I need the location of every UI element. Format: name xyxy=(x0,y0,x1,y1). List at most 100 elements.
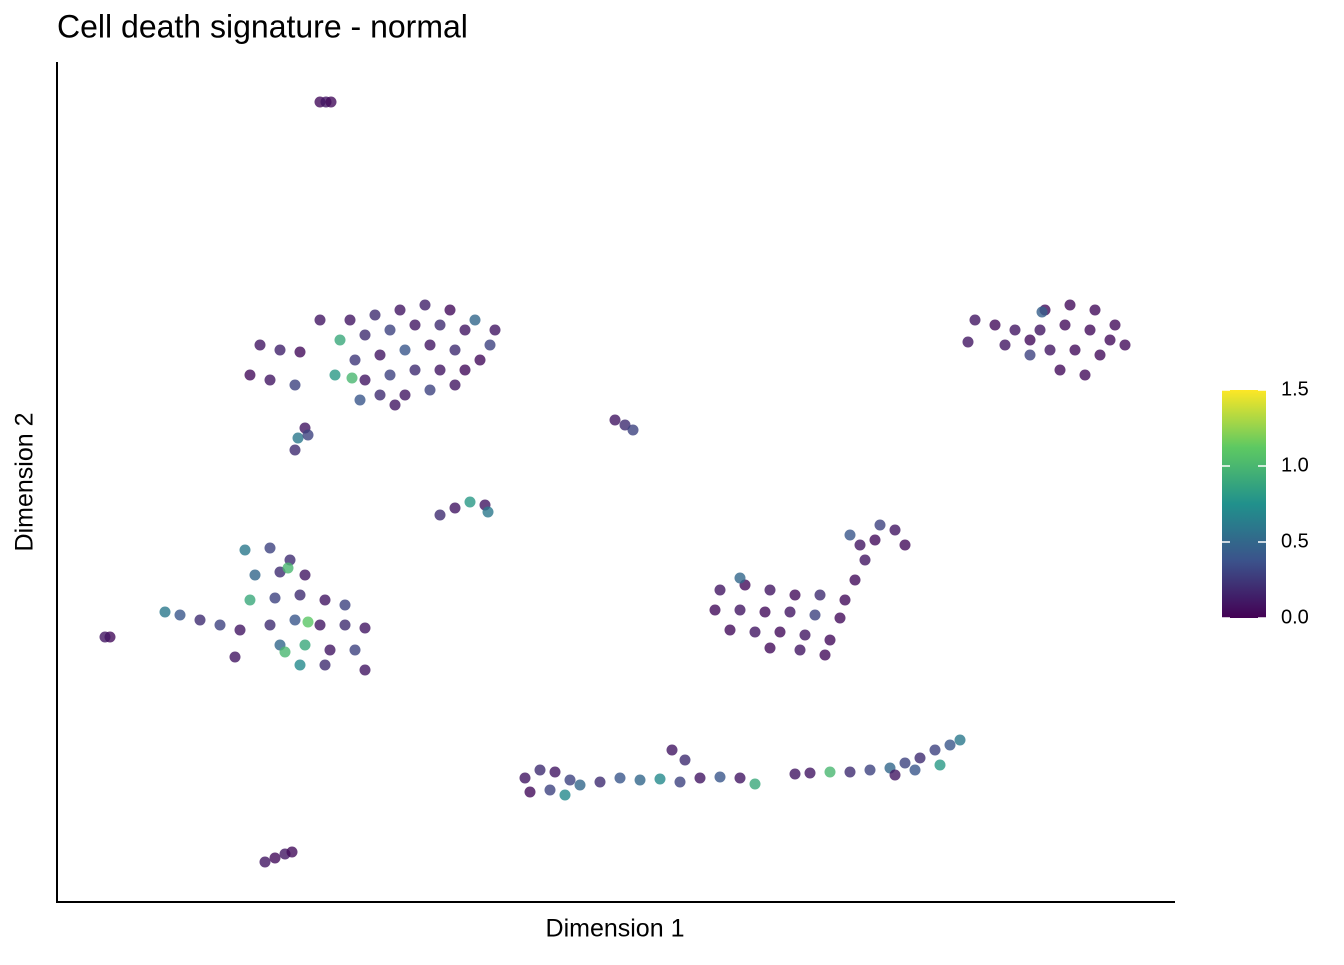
point xyxy=(349,354,361,366)
point xyxy=(319,659,331,671)
point xyxy=(534,764,546,776)
point xyxy=(709,604,721,616)
point xyxy=(289,614,301,626)
point xyxy=(159,606,171,618)
colorbar-tick-label: 0.5 xyxy=(1281,530,1309,552)
point xyxy=(1059,319,1071,331)
point xyxy=(1034,324,1046,336)
point xyxy=(469,314,481,326)
point xyxy=(234,624,246,636)
point xyxy=(1069,344,1081,356)
point xyxy=(1089,304,1101,316)
point xyxy=(289,379,301,391)
point xyxy=(449,502,461,514)
point xyxy=(874,519,886,531)
point xyxy=(344,314,356,326)
point xyxy=(194,614,206,626)
point xyxy=(325,96,337,108)
point xyxy=(789,589,801,601)
point xyxy=(239,544,251,556)
point xyxy=(399,344,411,356)
point xyxy=(679,754,691,766)
point xyxy=(1104,334,1116,346)
point xyxy=(489,324,501,336)
point xyxy=(1044,344,1056,356)
point xyxy=(1024,334,1036,346)
point xyxy=(627,424,639,436)
colorbar-tick-label: 1.0 xyxy=(1281,454,1309,476)
point xyxy=(384,369,396,381)
point xyxy=(962,336,974,348)
point xyxy=(349,644,361,656)
point xyxy=(694,772,706,784)
point xyxy=(394,304,406,316)
point xyxy=(434,509,446,521)
point xyxy=(302,616,314,628)
point xyxy=(834,612,846,624)
point xyxy=(264,542,276,554)
point xyxy=(269,852,281,864)
point xyxy=(449,344,461,356)
x-axis-label: Dimension 1 xyxy=(546,915,685,943)
point xyxy=(482,506,494,518)
point xyxy=(674,776,686,788)
point xyxy=(319,594,331,606)
colorbar-tick-label: 0.0 xyxy=(1281,606,1309,628)
point xyxy=(989,319,1001,331)
point xyxy=(749,626,761,638)
point xyxy=(899,539,911,551)
point xyxy=(449,379,461,391)
point xyxy=(99,631,111,643)
point xyxy=(244,594,256,606)
point xyxy=(714,771,726,783)
point xyxy=(824,766,836,778)
point xyxy=(799,629,811,641)
point xyxy=(359,329,371,341)
point xyxy=(609,414,621,426)
point xyxy=(969,314,981,326)
point xyxy=(389,399,401,411)
point xyxy=(844,529,856,541)
point xyxy=(464,496,476,508)
point xyxy=(274,344,286,356)
point xyxy=(544,784,556,796)
point xyxy=(944,739,956,751)
point xyxy=(774,626,786,638)
point xyxy=(264,619,276,631)
point xyxy=(794,644,806,656)
point xyxy=(474,354,486,366)
point xyxy=(314,314,326,326)
point xyxy=(1094,349,1106,361)
point xyxy=(634,774,646,786)
point xyxy=(999,339,1011,351)
point xyxy=(339,599,351,611)
point xyxy=(889,524,901,536)
point xyxy=(764,584,776,596)
point xyxy=(519,772,531,784)
point xyxy=(339,619,351,631)
point xyxy=(484,339,496,351)
point xyxy=(409,364,421,376)
point xyxy=(294,589,306,601)
point xyxy=(564,774,576,786)
point xyxy=(334,334,346,346)
point xyxy=(384,324,396,336)
point xyxy=(434,319,446,331)
point xyxy=(1079,369,1091,381)
point xyxy=(1064,299,1076,311)
point xyxy=(444,304,456,316)
point xyxy=(399,389,411,401)
point xyxy=(749,778,761,790)
point xyxy=(759,606,771,618)
point xyxy=(909,764,921,776)
point xyxy=(369,309,381,321)
point xyxy=(734,572,746,584)
point xyxy=(1036,306,1048,318)
point xyxy=(854,539,866,551)
point xyxy=(324,644,336,656)
point xyxy=(314,619,326,631)
point xyxy=(286,846,298,858)
point xyxy=(346,372,358,384)
points xyxy=(99,96,1131,868)
point xyxy=(654,773,666,785)
